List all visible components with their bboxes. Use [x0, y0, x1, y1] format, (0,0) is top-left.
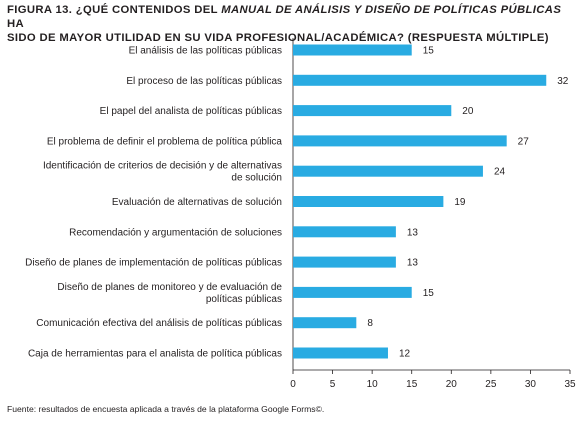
category-label-7: Recomendación y argumentación de solucio… [69, 227, 282, 238]
value-label-11: 12 [399, 349, 411, 360]
x-tick-label-25: 25 [485, 379, 497, 390]
category-label-3: El papel del analista de políticas públi… [100, 106, 282, 117]
bar-3 [293, 105, 452, 117]
bar-2 [293, 74, 547, 86]
bar-4 [293, 135, 507, 147]
title-line-2: SIDO DE MAYOR UTILIDAD EN SU VIDA PROFES… [7, 32, 549, 44]
value-label-2: 32 [557, 76, 569, 87]
category-label-10: Comunicación efectiva del análisis de po… [36, 318, 282, 329]
category-label-2: El proceso de las políticas públicas [126, 76, 282, 87]
value-label-9: 15 [423, 288, 435, 299]
category-label-1: El análisis de las políticas públicas [129, 46, 282, 57]
category-label-8: Diseño de planes de implementación de po… [25, 258, 282, 269]
bar-11 [293, 347, 388, 359]
value-label-1: 15 [423, 46, 435, 57]
category-label-4: El problema de definir el problema de po… [47, 136, 283, 147]
category-label-11: Caja de herramientas para el analista de… [28, 349, 282, 360]
bar-1 [293, 44, 412, 56]
x-tick-label-15: 15 [406, 379, 418, 390]
value-label-5: 24 [494, 167, 506, 178]
chart-title: FIGURA 13. ¿QUÉ CONTENIDOS DEL MANUAL DE… [7, 3, 573, 45]
source-footnote: Fuente: resultados de encuesta aplicada … [7, 404, 325, 414]
category-label-6: Evaluación de alternativas de solución [112, 197, 282, 208]
x-tick-label-20: 20 [446, 379, 458, 390]
title-book-name: MANUAL DE ANÁLISIS Y DISEÑO DE POLÍTICAS… [221, 4, 562, 16]
value-label-3: 20 [462, 106, 474, 117]
value-label-10: 8 [367, 318, 373, 329]
bar-10 [293, 317, 357, 329]
bar-6 [293, 196, 444, 207]
x-tick-label-35: 35 [564, 379, 576, 390]
title-part-1: FIGURA 13. ¿QUÉ CONTENIDOS DEL [7, 4, 222, 16]
bar-9 [293, 286, 412, 298]
x-tick-label-0: 0 [290, 379, 296, 390]
x-tick-label-10: 10 [367, 379, 379, 390]
value-label-6: 19 [454, 197, 466, 208]
x-tick-label-30: 30 [525, 379, 537, 390]
title-part-3: HA [7, 18, 25, 30]
x-tick-label-5: 5 [330, 379, 336, 390]
category-label-5: Identificación de criterios de decisión … [43, 161, 282, 184]
bar-7 [293, 226, 396, 238]
category-label-9: Diseño de planes de monitoreo y de evalu… [57, 282, 282, 305]
value-label-4: 27 [518, 136, 530, 147]
bar-8 [293, 256, 396, 268]
value-label-8: 13 [407, 258, 419, 269]
bar-chart: 15 El análisis de las políticas públicas 3… [25, 38, 576, 390]
value-label-7: 13 [407, 227, 419, 238]
bar-5 [293, 165, 483, 177]
